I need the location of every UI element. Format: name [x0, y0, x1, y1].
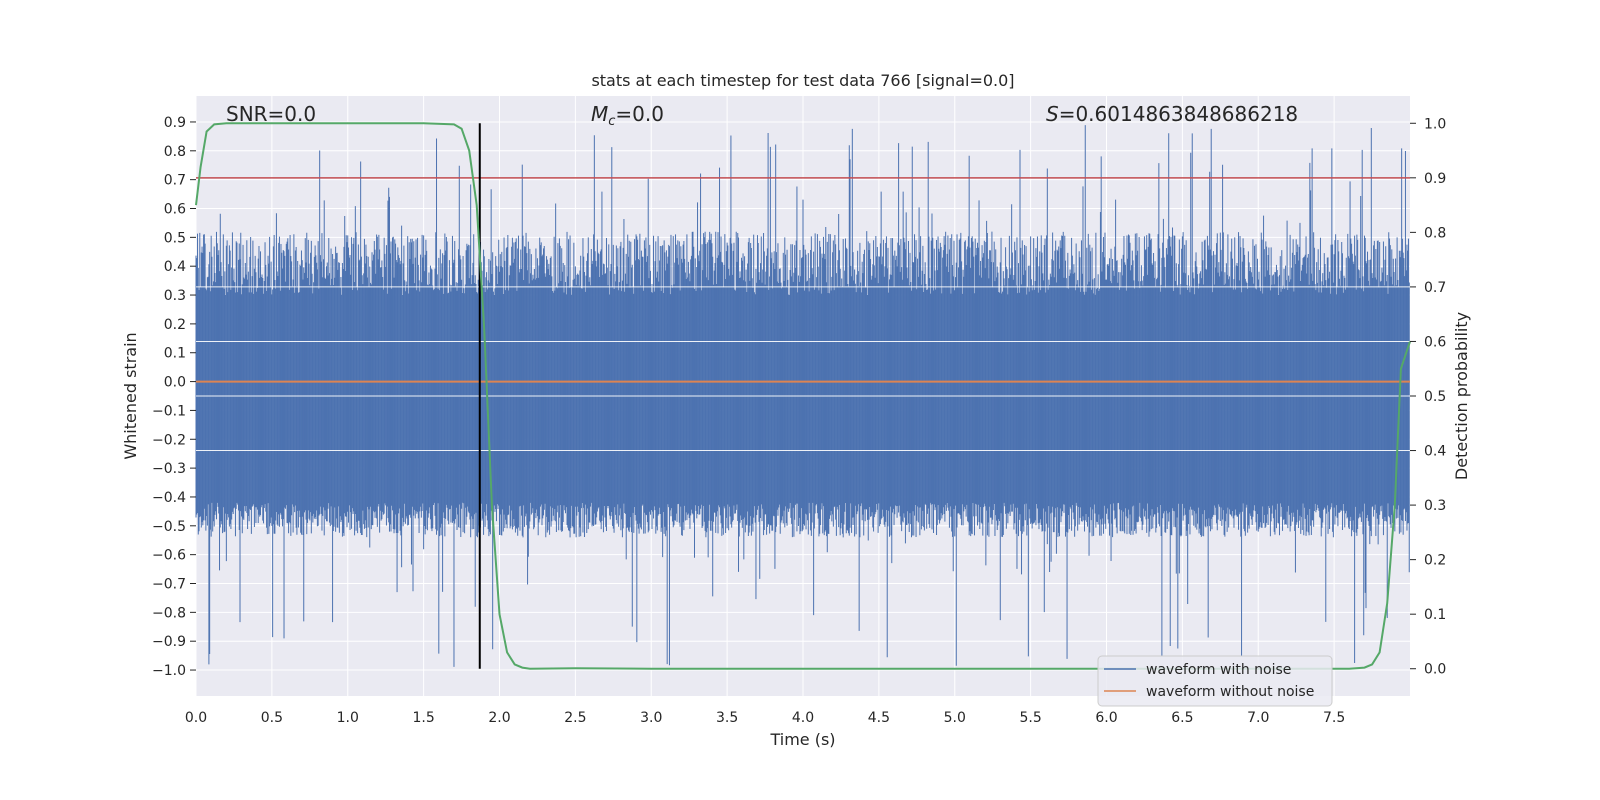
- detection-probability-line: [195, 122, 1411, 670]
- chirp-mass-value: =0.0: [615, 102, 664, 126]
- x-tick-label: 7.5: [1323, 710, 1345, 726]
- chirp-mass-subscript: c: [608, 114, 615, 129]
- y2-axis-label: Detection probability: [1452, 312, 1471, 480]
- x-tick-label: 1.5: [412, 710, 434, 726]
- y-ticks: 0.9 0.8 0.7 0.6 0.5 0.4 0.3 0.2 0.1 0.0 −0.1 −0.2 −0…: [152, 115, 196, 679]
- x-tick-label: 4.5: [868, 710, 890, 726]
- legend-label-clean: waveform without noise: [1146, 684, 1314, 700]
- x-ticks: 0.0 0.5 1.0 1.5 2.0 2.5 3.0 3.5 4.0 4.5 5.0 5.5 6.0 6…: [185, 710, 1345, 726]
- x-tick-label: 5.0: [944, 710, 966, 726]
- y-tick-label: 0.8: [164, 144, 186, 160]
- x-tick-label: 2.5: [564, 710, 586, 726]
- x-tick-label: 1.0: [337, 710, 359, 726]
- y2-tick-label: 0.9: [1424, 171, 1446, 187]
- x-tick-label: 4.0: [792, 710, 814, 726]
- y2-tick-label: 0.5: [1424, 389, 1446, 405]
- snr-annotation: SNR=0.0: [226, 102, 316, 126]
- legend-label-noise: waveform with noise: [1146, 662, 1291, 678]
- y-tick-label: −0.1: [152, 403, 186, 419]
- y-tick-label: 0.3: [164, 288, 186, 304]
- x-tick-label: 0.0: [185, 710, 207, 726]
- legend-box: [1097, 655, 1333, 707]
- y-tick-label: 0.0: [164, 375, 186, 391]
- chirp-mass-annotation: Mc=0.0: [591, 102, 664, 129]
- y2-ticks: 1.0 0.9 0.8 0.7 0.6 0.5 0.4 0.3 0.2 0.1 0.0: [1410, 116, 1446, 678]
- overlay-lines: [195, 122, 1411, 670]
- y2-tick-label: 1.0: [1424, 116, 1446, 132]
- y2-tick-label: 0.3: [1424, 498, 1446, 514]
- legend: waveform with noise waveform without noi…: [1097, 655, 1333, 707]
- x-tick-label: 3.0: [640, 710, 662, 726]
- chart-title: stats at each timestep for test data 766…: [591, 71, 1014, 90]
- y2-tick-label: 0.4: [1424, 444, 1446, 460]
- y-tick-label: 0.6: [164, 202, 186, 218]
- y2-tick-label: 0.8: [1424, 225, 1446, 241]
- x-axis-label: Time (s): [769, 730, 835, 749]
- x-tick-label: 7.0: [1247, 710, 1269, 726]
- chirp-mass-symbol: M: [591, 102, 608, 126]
- y2-tick-label: 0.6: [1424, 334, 1446, 350]
- x-tick-label: 6.0: [1095, 710, 1117, 726]
- y-tick-label: 0.2: [164, 317, 186, 333]
- x-tick-label: 6.5: [1171, 710, 1193, 726]
- score-value: =0.6014863848686218: [1059, 102, 1298, 126]
- y-axis-label: Whitened strain: [121, 332, 140, 459]
- score-symbol: S: [1046, 102, 1059, 126]
- y-tick-label: −0.5: [152, 519, 186, 535]
- y-tick-label: −0.2: [152, 432, 186, 448]
- x-tick-label: 3.5: [716, 710, 738, 726]
- y-tick-label: 0.1: [164, 346, 186, 362]
- y-tick-label: 0.7: [164, 173, 186, 189]
- y-tick-label: −0.4: [152, 490, 186, 506]
- y-tick-label: 0.4: [164, 259, 186, 275]
- x-tick-label: 0.5: [261, 710, 283, 726]
- x-tick-label: 5.5: [1019, 710, 1041, 726]
- y2-tick-label: 0.1: [1424, 607, 1446, 623]
- y-tick-label: −0.8: [152, 605, 186, 621]
- y2-tick-label: 0.0: [1424, 662, 1446, 678]
- y-tick-label: 0.9: [164, 115, 186, 131]
- y2-tick-label: 0.2: [1424, 553, 1446, 569]
- score-annotation: S=0.6014863848686218: [1046, 102, 1298, 126]
- x-tick-label: 2.0: [488, 710, 510, 726]
- y-tick-label: −1.0: [152, 663, 186, 679]
- y-tick-label: −0.7: [152, 577, 186, 593]
- y-tick-label: −0.9: [152, 634, 186, 650]
- y-tick-label: −0.6: [152, 548, 186, 564]
- y-tick-label: −0.3: [152, 461, 186, 477]
- noisy-waveform-series: [195, 125, 1410, 667]
- y-tick-label: 0.5: [164, 230, 186, 246]
- y2-tick-label: 0.7: [1424, 280, 1446, 296]
